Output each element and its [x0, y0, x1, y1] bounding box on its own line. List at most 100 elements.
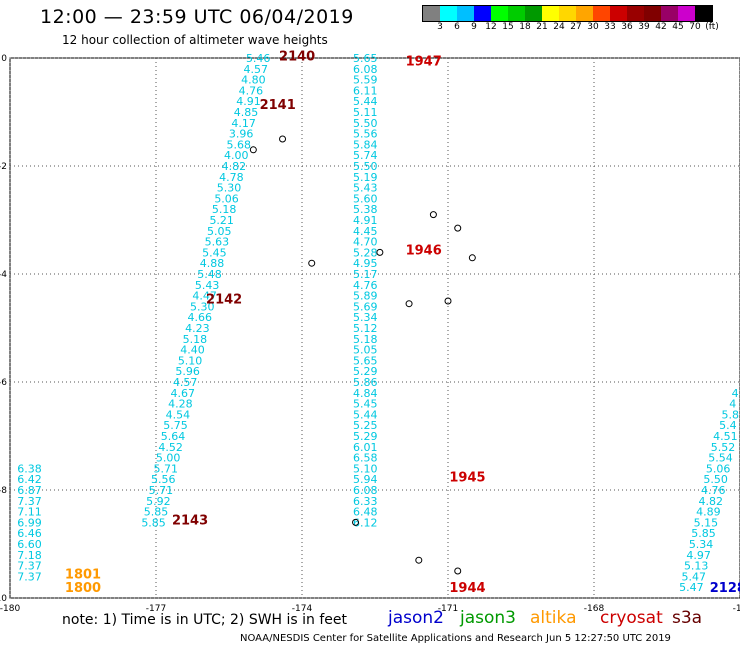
swh-value-cryosat: 5.18 — [353, 333, 378, 346]
legend-jason3: jason3 — [460, 608, 516, 628]
pass-time-label: 2142 — [206, 292, 242, 307]
x-tick-label: -168 — [584, 604, 605, 614]
color-swatch — [610, 6, 627, 21]
color-scale-label: 24 — [553, 22, 565, 32]
color-swatch — [695, 6, 712, 21]
swh-value-cryosat: 6.58 — [353, 452, 378, 465]
swh-value-altika: 6.42 — [17, 473, 42, 486]
swh-value-jason2: 4.51 — [713, 430, 738, 443]
swh-value-s3a: 4.28 — [168, 398, 193, 411]
color-scale-label: 30 — [587, 22, 599, 32]
swh-value-cryosat: 5.69 — [353, 300, 378, 313]
swh-value-cryosat: 4.84 — [353, 387, 378, 400]
swh-value-s3a: 4.91 — [236, 95, 261, 108]
swh-value-s3a: 5.18 — [212, 203, 237, 216]
color-scale-label: 9 — [471, 22, 477, 32]
swh-value-cryosat: 5.43 — [353, 182, 378, 195]
swh-value-s3a: 5.18 — [183, 333, 208, 346]
swh-value-altika: 6.60 — [17, 538, 42, 551]
swh-value-s3a: 4.00 — [224, 149, 249, 162]
swh-value-s3a: 4.52 — [158, 441, 183, 454]
island-outline — [444, 297, 452, 305]
swh-value-jason2: 4.82 — [699, 495, 724, 508]
pass-time-label: 1947 — [406, 55, 442, 70]
swh-value-s3a: 3.96 — [229, 128, 254, 141]
x-tick-label: -16 — [733, 604, 740, 614]
color-scale-label: 15 — [502, 22, 514, 32]
swh-value-cryosat: 5.10 — [353, 462, 378, 475]
island-outline — [308, 259, 316, 267]
swh-value-cryosat: 5.19 — [353, 171, 378, 184]
swh-value-cryosat: 4.91 — [353, 214, 378, 227]
legend-cryosat: cryosat — [600, 608, 663, 628]
swh-value-altika: 7.37 — [17, 570, 42, 583]
credit-line: NOAA/NESDIS Center for Satellite Applica… — [240, 633, 671, 644]
color-swatch — [440, 6, 457, 21]
swh-value-s3a: 5.64 — [161, 430, 186, 443]
swh-value-cryosat: 5.45 — [353, 398, 378, 411]
chart-title: 12:00 — 23:59 UTC 06/04/2019 — [40, 6, 354, 28]
pass-time-label: 2141 — [260, 98, 296, 113]
swh-value-cryosat: 5.94 — [353, 473, 378, 486]
swh-value-cryosat: 5.28 — [353, 246, 378, 259]
swh-value-s3a: 4.54 — [166, 408, 191, 421]
swh-value-altika: 6.99 — [17, 516, 42, 529]
x-tick-label: -174 — [292, 604, 313, 614]
y-tick-label: -10 — [0, 594, 7, 604]
y-tick-label: -4 — [0, 270, 7, 280]
swh-value-cryosat: 5.29 — [353, 430, 378, 443]
color-swatch — [678, 6, 695, 21]
swh-value-cryosat: 4.95 — [353, 257, 378, 270]
x-tick-label: -177 — [146, 604, 166, 614]
y-tick-label: -2 — [0, 162, 7, 172]
color-scale-label: 21 — [536, 22, 548, 32]
swh-value-cryosat: 5.50 — [353, 160, 378, 173]
swh-value-s3a: 4.66 — [188, 311, 213, 324]
swh-value-cryosat: 5.38 — [353, 203, 378, 216]
swh-value-altika: 7.18 — [17, 549, 42, 562]
pass-time-label: 2143 — [172, 514, 208, 529]
x-tick-label: -180 — [0, 604, 20, 614]
swh-value-cryosat: 6.33 — [353, 495, 378, 508]
swh-value-s3a: 4.76 — [239, 84, 264, 97]
swh-value-s3a: 4.82 — [222, 160, 247, 173]
swh-value-s3a: 5.92 — [146, 495, 171, 508]
swh-value-s3a: 5.71 — [153, 462, 178, 475]
swh-value-s3a: 5.46 — [246, 52, 271, 65]
swh-value-s3a: 5.06 — [214, 192, 239, 205]
color-scale-label: 39 — [638, 22, 650, 32]
color-scale-label: 36 — [621, 22, 633, 32]
swh-value-cryosat: 5.84 — [353, 138, 378, 151]
swh-value-s3a: 4.78 — [219, 171, 244, 184]
swh-value-altika: 7.37 — [17, 560, 42, 573]
legend-jason2: jason2 — [388, 608, 444, 628]
swh-value-jason2: 4 — [729, 398, 736, 411]
swh-value-jason2: 4.89 — [696, 506, 721, 519]
island-outline — [454, 224, 462, 232]
swh-value-s3a: 4.67 — [171, 387, 196, 400]
swh-value-cryosat: 5.89 — [353, 290, 378, 303]
pass-time-label: 1946 — [406, 244, 442, 259]
legend-s3a: s3a — [672, 608, 703, 628]
swh-value-jason2: 5.50 — [703, 473, 728, 486]
color-scale-label: 70 — [689, 22, 701, 32]
swh-value-cryosat: 4.76 — [353, 279, 378, 292]
swh-value-s3a: 5.48 — [197, 268, 222, 281]
color-scale-label: (ft) — [705, 22, 719, 32]
x-tick-label: -171 — [438, 604, 458, 614]
swh-value-s3a: 5.05 — [207, 225, 232, 238]
color-scale-label: 42 — [655, 22, 667, 32]
swh-value-s3a: 5.85 — [141, 516, 166, 529]
y-tick-label: 0 — [1, 54, 7, 64]
swh-value-jason2: 5.4 — [719, 419, 737, 432]
swh-value-s3a: 4.17 — [231, 117, 256, 130]
swh-value-altika: 6.38 — [17, 462, 42, 475]
color-swatch — [423, 6, 440, 21]
swh-value-jason2: 5.15 — [694, 516, 719, 529]
swh-value-cryosat: 5.25 — [353, 419, 378, 432]
swh-value-cryosat: 5.59 — [353, 74, 378, 87]
island-outline — [249, 146, 257, 154]
swh-value-cryosat: 4.45 — [353, 225, 378, 238]
swh-value-s3a: 5.00 — [156, 452, 181, 465]
